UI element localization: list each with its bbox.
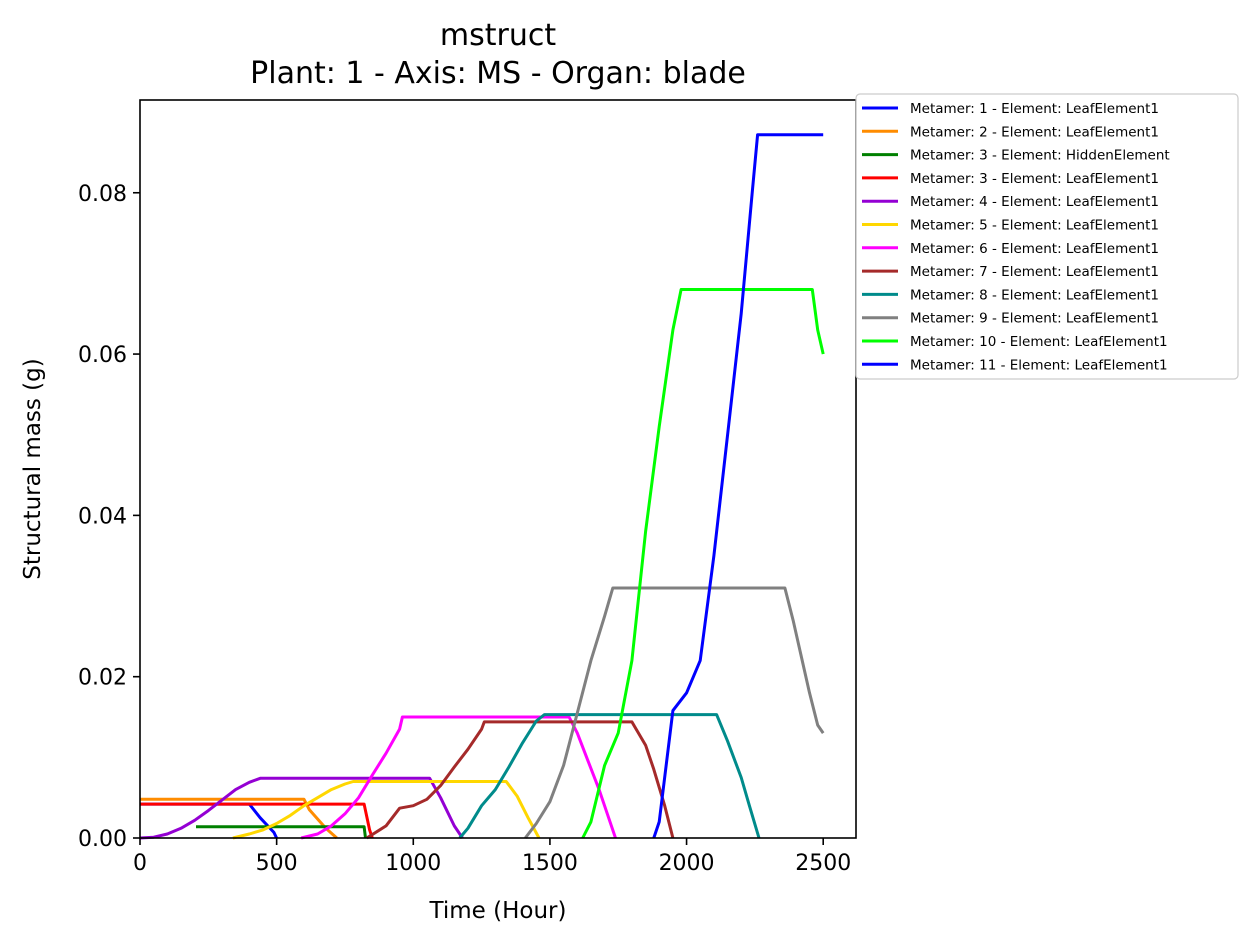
series-line-6 [232,780,541,840]
x-tick-label: 1000 [385,851,441,876]
x-tick-label: 2500 [795,851,851,876]
legend: Metamer: 1 - Element: LeafElement1 Metame… [855,93,1239,380]
series-line-11 [581,288,825,839]
legend-label-12: Metamer: 11 - Element: LeafElement1 [910,357,1168,373]
legend-label-2: Metamer: 2 - Element: LeafElement1 [910,124,1159,140]
y-axis-label: Structural mass (g) [20,358,46,579]
legend-label-8: Metamer: 7 - Element: LeafElement1 [910,264,1159,280]
y-tick-label: 0.04 [78,504,127,529]
x-tick-label: 2000 [659,851,715,876]
x-tick-label: 1500 [522,851,578,876]
y-tick-label: 0.02 [78,666,127,691]
legend-label-4: Metamer: 3 - Element: LeafElement1 [910,171,1159,187]
y-tick-label: 0.06 [78,343,127,368]
y-tick-label: 0.00 [78,827,127,852]
legend-label-11: Metamer: 10 - Element: LeafElement1 [910,334,1168,350]
series-line-9 [458,713,761,839]
y-axis: 0.00 0.02 0.04 0.06 0.08 [78,182,140,852]
chart-title: mstruct [440,18,556,53]
legend-label-1: Metamer: 1 - Element: LeafElement1 [910,101,1159,117]
series-line-7 [300,715,617,840]
chart-subtitle: Plant: 1 - Axis: MS - Organ: blade [250,56,746,91]
legend-label-5: Metamer: 4 - Element: LeafElement1 [910,194,1159,210]
series-line-3 [196,825,367,839]
x-tick-label: 0 [133,851,147,876]
series-line-8 [366,720,675,840]
legend-label-7: Metamer: 6 - Element: LeafElement1 [910,241,1159,257]
series-layer [139,133,825,840]
y-tick-label: 0.08 [78,182,127,207]
series-line-2 [140,797,338,840]
legend-label-9: Metamer: 8 - Element: LeafElement1 [910,287,1159,303]
legend-label-6: Metamer: 5 - Element: LeafElement1 [910,218,1159,234]
series-line-10 [524,586,825,839]
legend-label-10: Metamer: 9 - Element: LeafElement1 [910,311,1159,327]
series-line-5 [139,776,464,840]
plot-frame [139,99,857,839]
series-line-12 [652,133,824,839]
x-tick-label: 500 [256,851,298,876]
legend-frame [855,93,1239,380]
x-axis-label: Time (Hour) [429,898,567,924]
x-axis: 0 500 1000 1500 2000 2500 [133,838,851,876]
legend-label-3: Metamer: 3 - Element: HiddenElement [910,148,1170,164]
